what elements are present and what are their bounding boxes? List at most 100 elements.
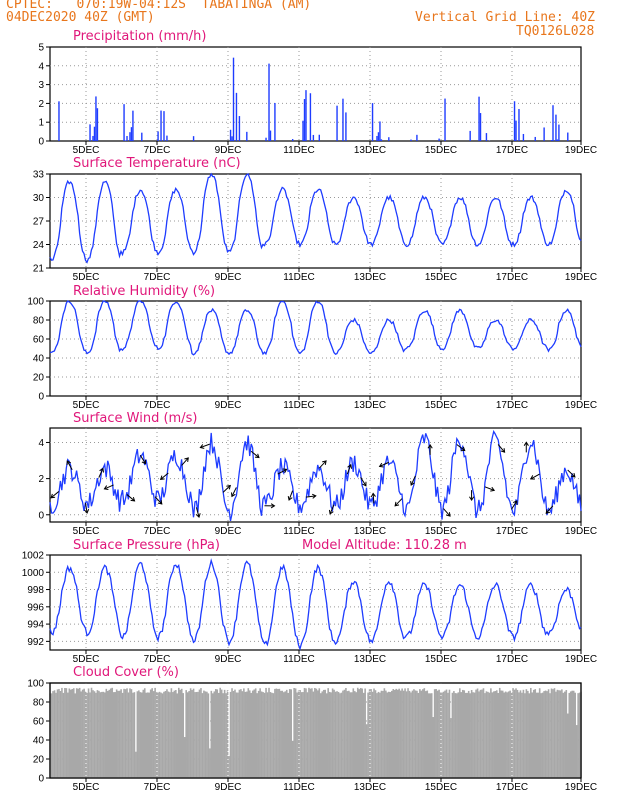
cloud-bar — [348, 690, 350, 778]
cloud-bar — [407, 688, 409, 778]
precip-bar — [93, 126, 96, 141]
cloud-bar — [469, 693, 471, 778]
cloud-bar — [93, 691, 96, 778]
ytick-label: 40 — [33, 736, 45, 747]
cloud-bar — [349, 692, 352, 778]
cloud-bar — [201, 693, 204, 778]
cloud-bar — [183, 737, 186, 778]
cloud-bar — [482, 688, 485, 778]
xtick-label: 9DEC — [215, 654, 242, 665]
precip-bar — [163, 111, 165, 141]
cloud-bar — [272, 693, 275, 778]
cloud-bar — [488, 692, 491, 778]
cloud-bar — [185, 690, 187, 778]
cloud-bar — [308, 687, 310, 778]
cloud-bar — [504, 691, 507, 778]
ytick-label: 33 — [33, 170, 45, 181]
cloud-bar — [105, 688, 108, 778]
cloud-bar — [290, 689, 292, 778]
cloud-bar — [552, 689, 554, 778]
cloud-bar — [145, 692, 148, 778]
wind-arrowhead — [157, 499, 163, 505]
cloud-bar — [562, 692, 565, 778]
panel-frame — [49, 427, 582, 523]
precip-bar — [388, 137, 390, 141]
precip-bar — [303, 99, 306, 141]
wind-arrowhead — [141, 459, 147, 465]
cloud-bar — [422, 689, 424, 778]
cloud-bar — [271, 692, 273, 778]
wind-arrow — [484, 486, 495, 491]
precip-bar — [543, 127, 545, 141]
cloud-bar — [210, 690, 213, 778]
cloud-bar — [81, 689, 84, 778]
cloud-bar — [498, 687, 501, 778]
wind-arrow — [545, 505, 554, 514]
cloud-bar — [158, 691, 161, 778]
ytick-label: 40 — [33, 354, 45, 365]
wind-arrowhead — [311, 493, 317, 499]
cloud-bar — [438, 689, 440, 778]
cloud-bar — [487, 691, 489, 778]
cloud-bar — [451, 692, 454, 778]
cloud-bar — [229, 691, 232, 778]
cloud-bar — [362, 692, 365, 778]
ytick-label: 1002 — [22, 551, 45, 562]
cloud-bar — [325, 693, 328, 778]
wind-arrow — [250, 450, 260, 458]
cloud-bar — [481, 689, 483, 778]
precip-bar — [515, 120, 517, 141]
xtick-label: 7DEC — [144, 526, 171, 537]
ytick-label: 80 — [33, 698, 45, 709]
precip-bar — [309, 93, 312, 141]
xtick-label: 19DEC — [565, 272, 597, 283]
precip-bar — [166, 135, 168, 141]
cloud-bar — [309, 688, 312, 778]
xtick-label: 17DEC — [496, 526, 528, 537]
panel-0: 0 1 2 3 4 5 5DEC 7DEC 9DEC 11DEC 13DEC 15DEC 17DEC 19… — [38, 29, 597, 156]
cloud-bar — [275, 688, 278, 778]
cloud-bar — [237, 692, 239, 778]
cloud-bar — [121, 692, 124, 778]
wind-arrow — [372, 493, 375, 504]
cloud-bar — [328, 691, 331, 778]
wind-arrowhead — [427, 443, 433, 449]
cloud-bar — [194, 692, 196, 778]
wind-arrowhead — [394, 501, 400, 507]
xtick-label: 7DEC — [144, 400, 171, 411]
precip-bar — [336, 105, 338, 141]
cloud-bar — [534, 689, 537, 778]
xtick-label: 9DEC — [215, 145, 242, 156]
cloud-bar — [269, 692, 272, 778]
cloud-bar — [222, 693, 224, 778]
precip-bar — [416, 134, 418, 141]
cloud-bar — [495, 690, 498, 778]
xtick-label: 7DEC — [144, 272, 171, 283]
cloud-bar — [413, 689, 415, 778]
precip-bar — [229, 129, 232, 141]
cloud-bar — [456, 693, 458, 778]
cloud-bar — [251, 690, 254, 778]
wind-arrow — [181, 457, 189, 466]
cloud-bar — [379, 692, 381, 778]
wind-arrowhead — [130, 496, 136, 502]
cloud-bar — [154, 687, 156, 778]
cloud-bar — [546, 691, 548, 778]
series-line — [49, 300, 582, 356]
precip-bar — [513, 101, 516, 141]
cloud-bar — [53, 690, 56, 778]
cloud-bar — [432, 717, 434, 778]
cloud-bar — [395, 688, 398, 778]
cloud-bar — [537, 692, 540, 778]
ytick-label: 0 — [38, 392, 44, 403]
cloud-bar — [234, 689, 236, 778]
precip-bar — [318, 134, 320, 141]
cloud-bar — [247, 688, 250, 778]
wind-arrowhead — [530, 475, 535, 480]
cloud-bar — [170, 688, 173, 778]
cloud-bar — [62, 692, 65, 778]
xtick-label: 15DEC — [425, 654, 457, 665]
cloud-bar — [322, 689, 325, 778]
cloud-bar — [367, 692, 369, 778]
cloud-bar — [56, 689, 59, 778]
